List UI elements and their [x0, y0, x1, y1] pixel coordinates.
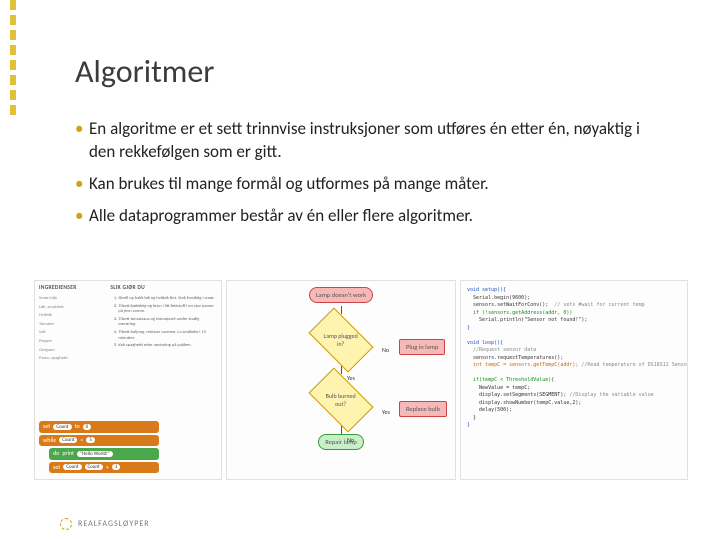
- accent-bar: [10, 0, 16, 110]
- bullet-item: Kan brukes til mange formål og utformes …: [75, 173, 665, 196]
- bullet-item: En algoritme er et sett trinnvise instru…: [75, 118, 665, 164]
- page-title: Algoritmer: [75, 52, 214, 91]
- figure-flowchart: Lamp doesn't work Lamp plugged in? No Pl…: [226, 280, 456, 480]
- figure-recipe: INGREDIENSER Smør/oljeLøk, smuldretHvitl…: [34, 280, 222, 480]
- footer-text: REALFAGSLØYPER: [78, 519, 150, 529]
- figure-code: void setup(){ Serial.begin(9600); sensor…: [460, 280, 688, 480]
- scratch-blocks: setCountto0 whileCount<5 doprint"Hello W…: [35, 417, 163, 479]
- flow-d1: Lamp plugged in?: [308, 308, 373, 373]
- block-print: doprint"Hello World!": [49, 448, 159, 460]
- block-inc: setCountCount+1: [49, 462, 159, 474]
- bullet-list: En algoritme er et sett trinnvise instru…: [75, 118, 665, 237]
- flow-start: Lamp doesn't work: [309, 287, 373, 303]
- recipe-head-right: SLIK GJØR DU: [110, 285, 217, 292]
- flow-p2: Replace bulb: [399, 401, 447, 417]
- bullet-item: Alle dataprogrammer består av én eller f…: [75, 205, 665, 228]
- recipe-head-left: INGREDIENSER: [39, 285, 104, 292]
- flow-d2: Bulb burned out?: [308, 368, 373, 433]
- footer-icon: [60, 518, 72, 530]
- footer: REALFAGSLØYPER: [60, 518, 150, 530]
- block-set: setCountto0: [39, 421, 159, 433]
- figure-row: INGREDIENSER Smør/oljeLøk, smuldretHvitl…: [34, 280, 694, 498]
- flow-p1: Plug in lamp: [399, 339, 445, 355]
- block-while: whileCount<5: [39, 435, 159, 447]
- ingredient-list: Smør/oljeLøk, smuldretHvitløkTomaterSalt…: [39, 296, 104, 362]
- flow-end: Repair lamp: [318, 434, 364, 450]
- step-list: Skrell og hakk løk og hvitløk fint. Stek…: [110, 296, 217, 349]
